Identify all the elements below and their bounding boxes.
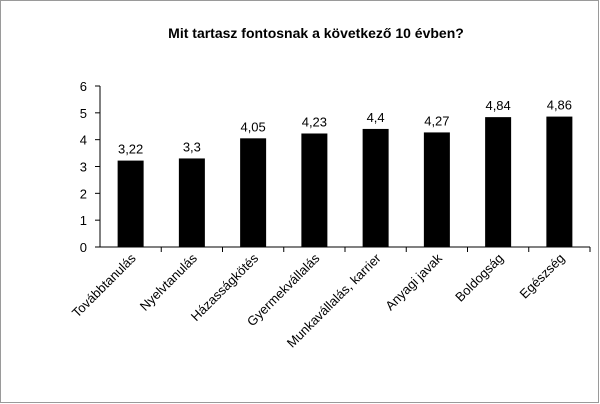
data-label: 4,27 [424, 113, 449, 128]
bar [301, 133, 328, 247]
data-label: 4,05 [240, 119, 265, 134]
data-label: 3,22 [118, 142, 143, 157]
data-label: 4,23 [302, 114, 327, 129]
bar [485, 117, 512, 247]
data-label: 4,86 [547, 98, 572, 113]
y-tick-label: 1 [80, 213, 87, 228]
y-tick-label: 0 [80, 240, 87, 255]
y-tick-label: 6 [80, 79, 87, 94]
data-label: 4,4 [367, 110, 385, 125]
chart-title: Mit tartasz fontosnak a következő 10 évb… [168, 25, 464, 41]
bar [178, 158, 205, 247]
data-label: 4,84 [485, 98, 510, 113]
y-tick-label: 5 [80, 106, 87, 121]
y-tick-label: 4 [80, 133, 87, 148]
y-tick-label: 2 [80, 186, 87, 201]
data-label: 3,3 [183, 139, 201, 154]
bar [362, 128, 389, 247]
y-tick-label: 3 [80, 160, 87, 175]
bar [423, 132, 450, 247]
bar [240, 138, 267, 247]
bar [546, 116, 573, 247]
bar [117, 160, 144, 247]
